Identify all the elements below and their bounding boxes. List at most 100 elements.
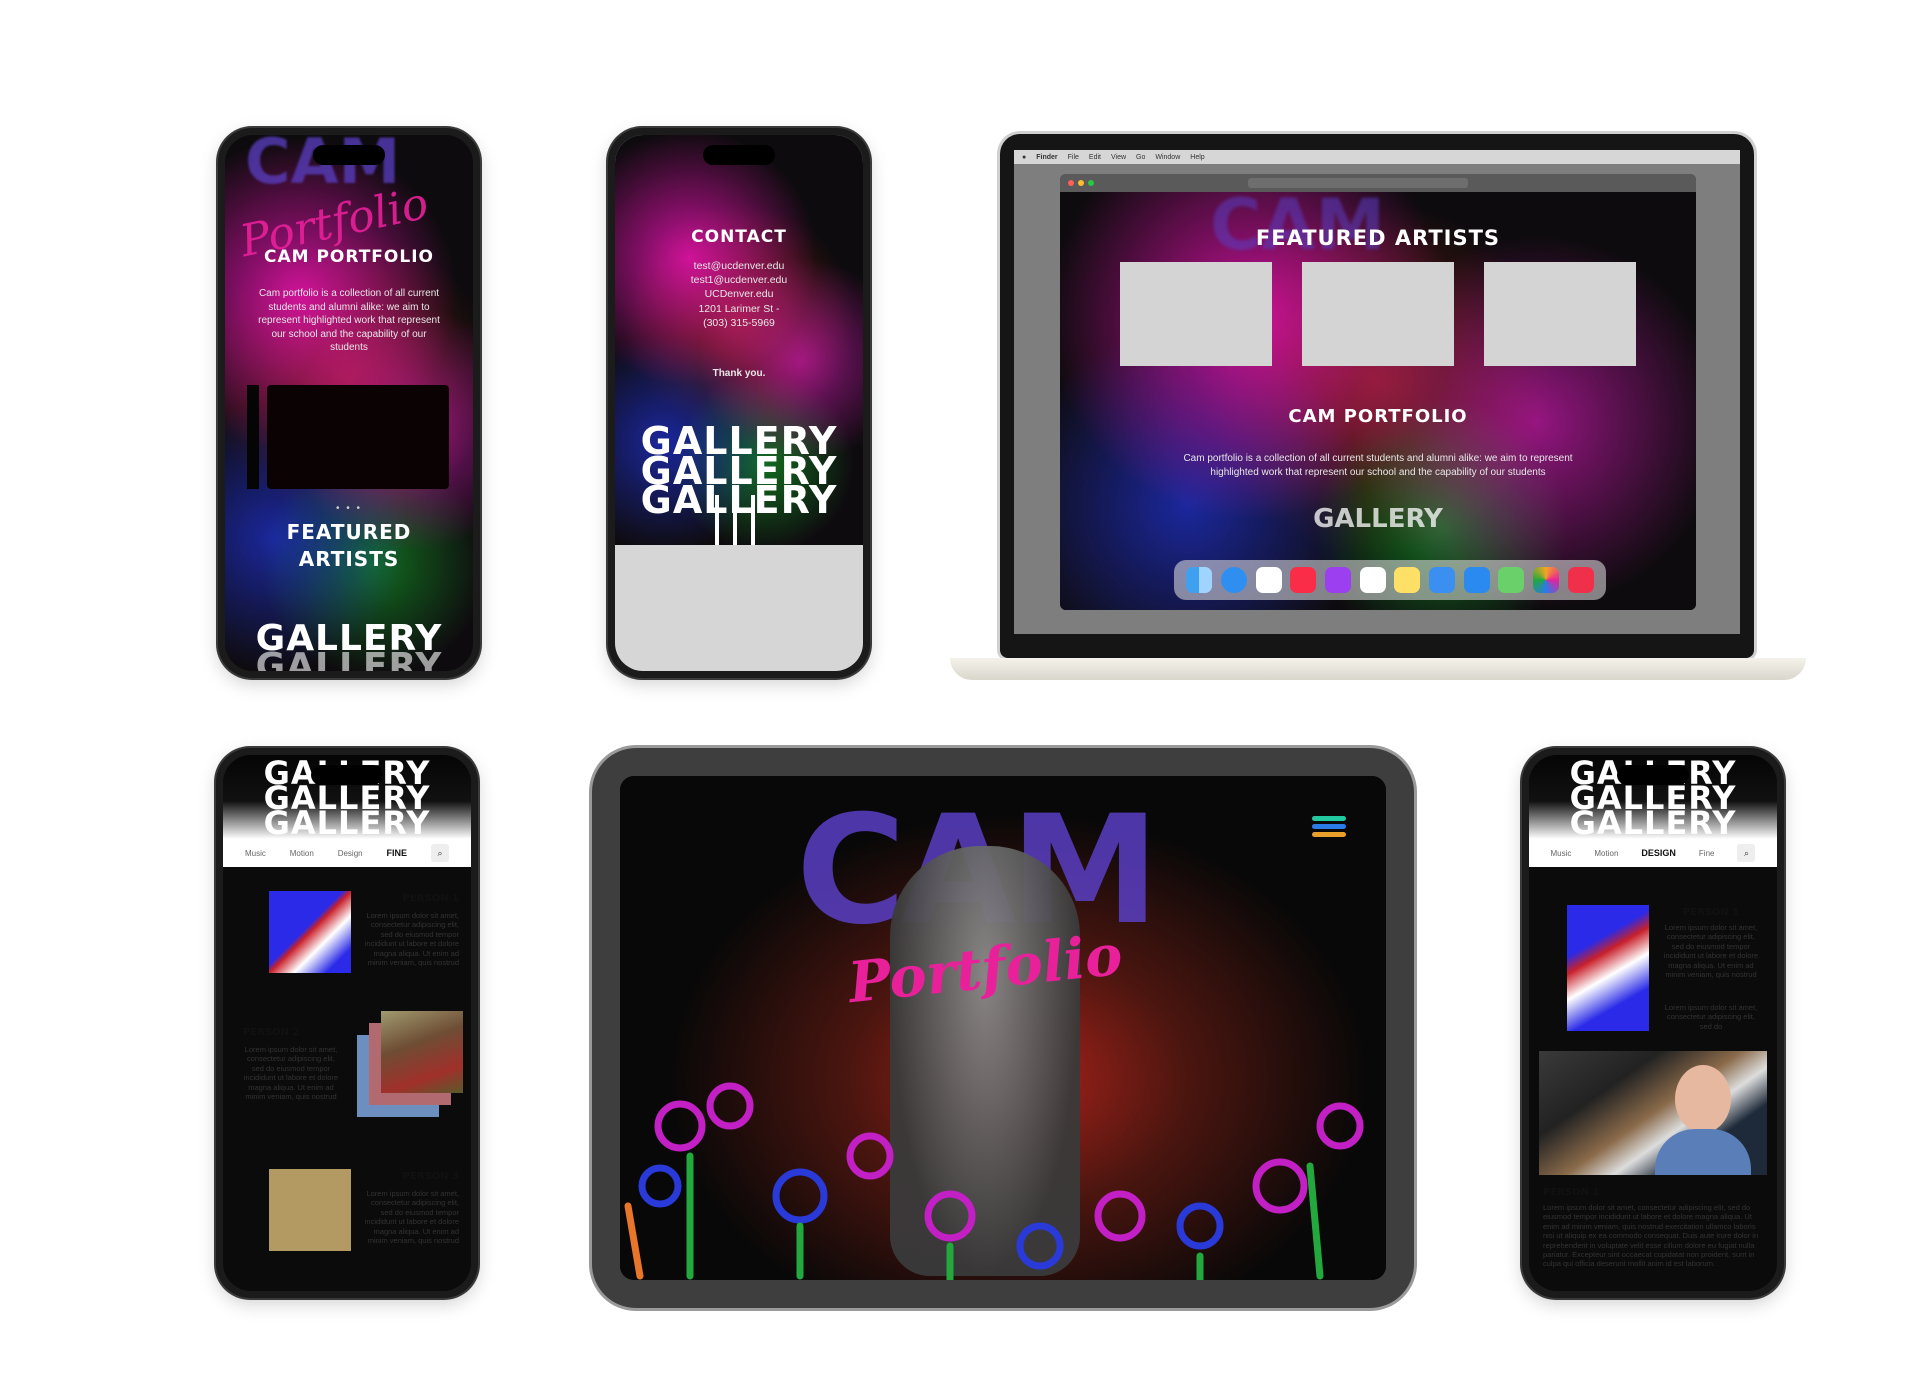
flower-petal xyxy=(846,1132,894,1180)
artwork-thumbnail[interactable] xyxy=(381,1011,463,1093)
search-icon[interactable]: ⌕ xyxy=(430,844,449,862)
minimize-button[interactable] xyxy=(1078,180,1084,186)
phone-screen: GALLERY GALLERY GALLERY Music Motion DES… xyxy=(1529,755,1777,1291)
featured-artists-heading: FEATURED ARTISTS xyxy=(1255,226,1501,250)
mac-menubar: ● Finder File Edit View Go Window Help xyxy=(1014,150,1740,164)
tab-fine[interactable]: Fine xyxy=(1698,848,1715,858)
contact-website[interactable]: UCDenver.edu xyxy=(704,288,774,301)
person-bio: Lorem ipsum dolor sit amet, consectetur … xyxy=(1664,1003,1758,1031)
contact-title: CONTACT xyxy=(691,227,787,247)
tab-design[interactable]: DESIGN xyxy=(1641,848,1676,858)
carousel-dots[interactable]: • • • xyxy=(335,503,363,514)
flower-petal xyxy=(924,1190,976,1242)
browser-toolbar xyxy=(1060,174,1696,192)
person-bio: Lorem ipsum dolor sit amet, consectetur … xyxy=(1663,923,1759,979)
finder-icon[interactable] xyxy=(1186,567,1213,593)
mail-icon[interactable] xyxy=(1428,567,1455,593)
app-store-icon[interactable] xyxy=(1463,567,1490,593)
gallery-word: GALLERY xyxy=(640,419,838,463)
artist-card[interactable] xyxy=(1302,262,1454,366)
person-bio: Lorem ipsum dolor sit amet, consectetur … xyxy=(364,911,459,967)
menu-item[interactable]: Go xyxy=(1136,153,1146,161)
menu-item[interactable]: Finder xyxy=(1036,153,1058,161)
menu-bar xyxy=(1312,816,1346,821)
artist-card[interactable] xyxy=(1484,262,1636,366)
tab-fine[interactable]: FINE xyxy=(386,848,408,858)
menu-item[interactable]: Edit xyxy=(1088,153,1101,161)
featured-artists-heading: FEATURED ARTISTS xyxy=(286,520,412,571)
safari-icon[interactable] xyxy=(1220,567,1247,593)
artwork-thumbnail[interactable] xyxy=(269,1169,351,1251)
person-bio: Lorem ipsum dolor sit amet, consectetur … xyxy=(243,1045,339,1101)
tab-motion[interactable]: Motion xyxy=(1594,848,1619,858)
zoom-button[interactable] xyxy=(1088,180,1094,186)
flower-stem xyxy=(1306,1162,1324,1280)
safari-window: CAM FEATURED ARTISTS CAM PORTFOLIO Cam p… xyxy=(1060,174,1696,610)
laptop-screen: ● Finder File Edit View Go Window Help C… xyxy=(1014,150,1740,634)
search-icon[interactable]: ⌕ xyxy=(1737,844,1756,862)
tab-design[interactable]: Design xyxy=(337,848,363,858)
menu-icon[interactable] xyxy=(1312,816,1346,837)
contact-list: test@ucdenver.edu test1@ucdenver.edu UCD… xyxy=(615,259,863,330)
music-icon[interactable] xyxy=(1290,567,1317,593)
reminders-icon[interactable] xyxy=(1359,567,1386,593)
presenter-shirt xyxy=(1655,1129,1751,1175)
flower-petal xyxy=(1176,1202,1224,1250)
contact-email[interactable]: test1@ucdenver.edu xyxy=(690,274,788,287)
tab-motion[interactable]: Motion xyxy=(289,848,314,858)
gallery-word: GALLERY xyxy=(640,478,838,523)
gallery-word: GALLERY xyxy=(263,803,431,842)
gallery-wordmark: GALLERY xyxy=(1313,504,1443,534)
person-name: PERSON 2 xyxy=(243,1027,300,1038)
artwork-thumbnail[interactable] xyxy=(1567,905,1649,1031)
slack-icon[interactable] xyxy=(1255,567,1282,593)
menu-bar xyxy=(1312,824,1346,829)
menu-item[interactable]: Window xyxy=(1155,153,1181,161)
thank-you-text: Thank you. xyxy=(712,368,766,379)
tab-music[interactable]: Music xyxy=(1550,848,1572,858)
category-nav: Music Motion DESIGN Fine ⌕ xyxy=(1529,839,1777,867)
flower-petal xyxy=(1094,1190,1146,1242)
category-nav: Music Motion Design FINE ⌕ xyxy=(223,839,471,867)
gallery-wordmark: GALLERY GALLERY xyxy=(225,620,473,671)
flower-petal xyxy=(1316,1102,1364,1150)
gallery-word: GALLERY xyxy=(640,448,838,493)
featured-video[interactable] xyxy=(267,385,449,489)
presenter-face xyxy=(1675,1065,1731,1133)
cam-logo: CAM xyxy=(1210,184,1386,266)
contact-address: 1201 Larimer St - xyxy=(698,302,780,315)
tablet-mockup: CAM Portfolio xyxy=(592,748,1414,1308)
apple-icon[interactable]: ● xyxy=(1022,153,1027,161)
photos-icon[interactable] xyxy=(1532,567,1559,593)
flower-petal xyxy=(772,1168,828,1224)
menu-item[interactable]: File xyxy=(1067,153,1079,161)
artwork-thumbnail[interactable] xyxy=(269,891,351,973)
menu-item[interactable]: Help xyxy=(1190,153,1205,161)
close-button[interactable] xyxy=(1068,180,1074,186)
menu-item[interactable]: View xyxy=(1110,153,1127,161)
dynamic-island xyxy=(1617,765,1689,785)
artist-card[interactable] xyxy=(1120,262,1272,366)
gallery-wordmark: GALLERY GALLERY GALLERY xyxy=(1529,757,1777,839)
dynamic-island xyxy=(703,145,775,165)
phone-mockup-contact: CONTACT test@ucdenver.edu test1@ucdenver… xyxy=(608,128,870,678)
podcasts-icon[interactable] xyxy=(1324,567,1351,593)
maps-icon[interactable] xyxy=(1498,567,1525,593)
phone-mockup-gallery-design: GALLERY GALLERY GALLERY Music Motion DES… xyxy=(1522,748,1784,1298)
art-background xyxy=(615,135,863,545)
person-bio: Lorem ipsum dolor sit amet, consectetur … xyxy=(1543,1203,1759,1269)
phone-screen: CONTACT test@ucdenver.edu test1@ucdenver… xyxy=(615,135,863,671)
lynx-mascot xyxy=(890,846,1080,1276)
contact-email[interactable]: test@ucdenver.edu xyxy=(693,260,785,272)
carousel-prev-edge[interactable] xyxy=(247,385,259,489)
address-bar[interactable] xyxy=(1248,178,1468,188)
contact-phone: (303) 315-5969 xyxy=(703,316,775,329)
flower-stem xyxy=(624,1202,644,1280)
tab-music[interactable]: Music xyxy=(244,848,266,858)
phone-screen: CAM Portfolio CAM PORTFOLIO Cam portfoli… xyxy=(225,135,473,671)
notes-icon[interactable] xyxy=(1394,567,1421,593)
gallery-word: GALLERY xyxy=(1569,778,1737,817)
news-icon[interactable] xyxy=(1567,567,1594,593)
gallery-word: GALLERY xyxy=(263,778,431,817)
gallery-wordmark: GALLERY GALLERY GALLERY xyxy=(615,419,863,523)
